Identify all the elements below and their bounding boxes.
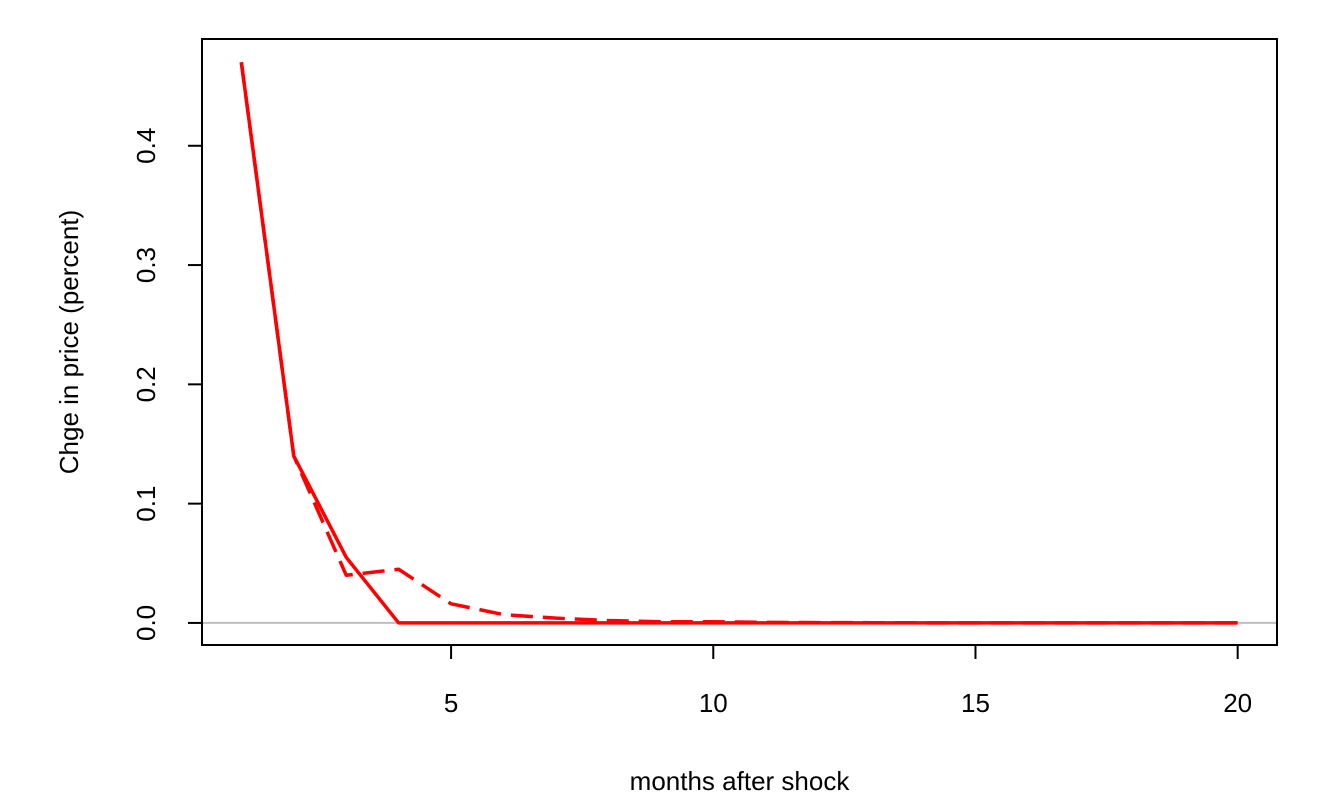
y-tick-label: 0.4 [131, 128, 161, 164]
y-tick-label: 0.2 [131, 366, 161, 402]
x-axis: 5 10 15 20 [444, 644, 1252, 718]
y-tick-label: 0.0 [131, 605, 161, 641]
x-tick-label: 10 [699, 688, 728, 718]
y-axis-title: Chge in price (percent) [54, 210, 84, 474]
x-tick-label: 5 [444, 688, 458, 718]
plot-frame [201, 38, 1278, 646]
x-axis-title: months after shock [630, 766, 851, 796]
y-tick-label: 0.3 [131, 247, 161, 283]
x-tick-label: 15 [961, 688, 990, 718]
series-line-dashed [239, 62, 1238, 625]
y-axis: 0.0 0.1 0.2 0.3 0.4 [131, 128, 203, 641]
y-tick-label: 0.1 [131, 486, 161, 522]
series-line-solid [239, 62, 1238, 625]
x-tick-label: 20 [1223, 688, 1252, 718]
series-layer [239, 62, 1238, 625]
